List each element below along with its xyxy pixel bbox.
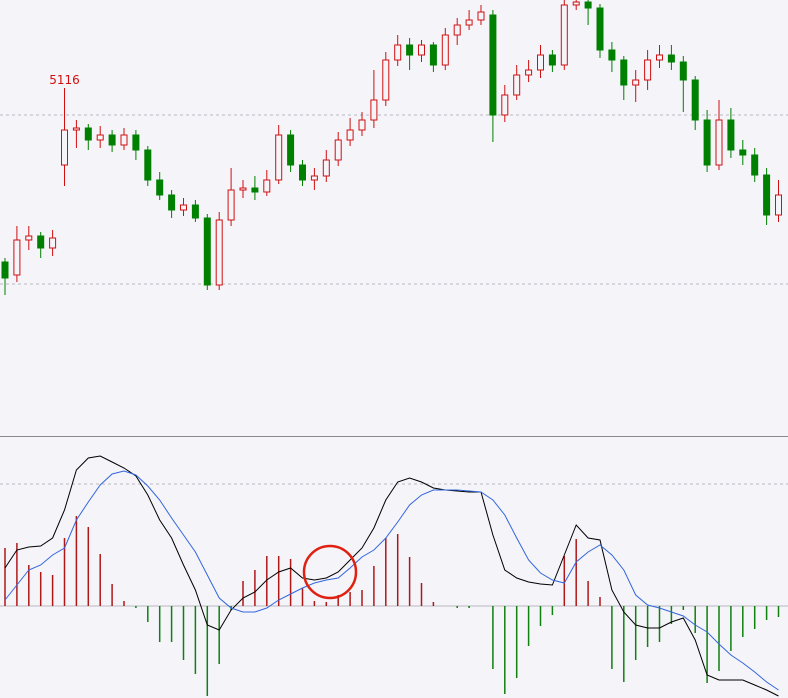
candle-body	[394, 44, 402, 61]
candle-body	[584, 1, 592, 9]
candle-body	[632, 79, 640, 86]
candle-body	[477, 11, 485, 21]
candle-body	[763, 174, 771, 216]
candle-body	[1, 261, 9, 279]
candle-body	[453, 24, 461, 36]
candle-body	[656, 54, 663, 61]
candle-body	[144, 149, 152, 181]
candle-body	[608, 49, 616, 61]
candle-body	[299, 164, 306, 181]
candle-body	[72, 127, 80, 131]
candle-body	[441, 34, 449, 66]
candle-body	[215, 219, 223, 286]
candle-body	[334, 139, 342, 161]
candle-body	[132, 134, 140, 151]
candle-body	[263, 179, 271, 193]
candle-body	[370, 99, 378, 121]
candle-body	[596, 7, 604, 51]
candle-body	[275, 134, 283, 181]
candle-body	[61, 129, 68, 166]
candle-body	[751, 154, 759, 176]
candle-body	[358, 119, 366, 131]
candle-body	[525, 69, 533, 76]
candle-body	[346, 129, 354, 141]
highlight-circle	[302, 544, 358, 600]
candle-body	[548, 54, 556, 66]
candle-body	[703, 119, 711, 166]
candle-body	[560, 4, 568, 66]
candle-body	[489, 14, 497, 116]
candle-body	[572, 1, 580, 6]
candle-body	[775, 194, 782, 216]
candle-body	[382, 59, 390, 101]
candle-body	[13, 239, 21, 276]
candle-body	[191, 204, 199, 219]
candle-body	[156, 179, 164, 196]
candle-body	[739, 149, 747, 156]
candle-body	[715, 119, 723, 166]
candle-body	[727, 119, 735, 151]
indicator-line	[4, 455, 779, 697]
candle-body	[251, 187, 259, 193]
candle-body	[513, 74, 521, 96]
candle-body	[465, 19, 473, 26]
indicator-line	[4, 470, 779, 691]
candle-body	[108, 134, 116, 146]
candle-body	[180, 204, 187, 211]
candle-body	[667, 54, 675, 63]
candle-body	[168, 194, 176, 211]
candle-body	[227, 189, 235, 221]
candle-body	[429, 44, 437, 66]
high-label: 5116	[49, 73, 80, 87]
candle-body	[537, 54, 544, 71]
candle-body	[501, 94, 509, 116]
candle-body	[644, 59, 652, 81]
candle-body	[239, 187, 247, 191]
candle-body	[84, 127, 92, 141]
candle-body	[120, 134, 128, 146]
candle-body	[620, 59, 628, 86]
candle-body	[310, 175, 318, 181]
candle-body	[679, 61, 687, 81]
candle-body	[322, 159, 330, 177]
candle-body	[691, 79, 699, 121]
candle-body	[287, 134, 295, 166]
candle-body	[25, 235, 33, 241]
candle-body	[37, 235, 45, 249]
candle-body	[418, 44, 425, 56]
candle-body	[406, 44, 414, 56]
candle-body	[49, 237, 57, 249]
candle-body	[96, 134, 104, 141]
candle-body	[203, 217, 211, 286]
